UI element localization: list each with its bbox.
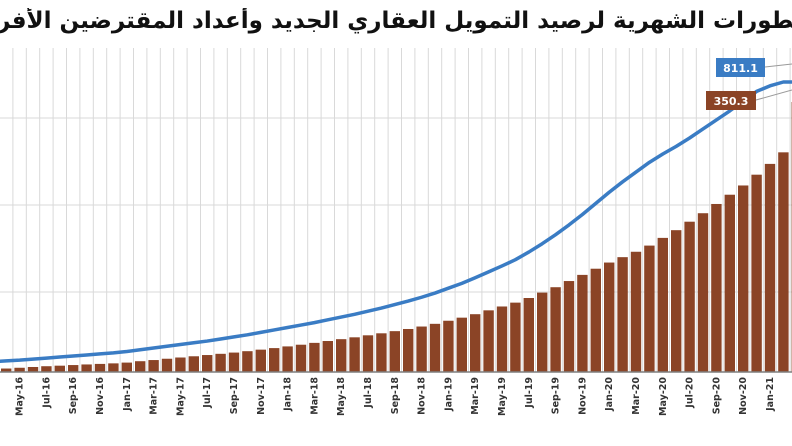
bar	[161, 358, 173, 372]
x-tick-label: Mar-17	[149, 377, 160, 415]
bar	[496, 306, 508, 372]
line-data-label-box	[716, 58, 765, 77]
bar	[537, 292, 548, 372]
bar	[510, 302, 521, 372]
x-tick-label: Jan-20	[604, 377, 615, 412]
bar	[456, 317, 467, 372]
x-tick-label: May-16	[15, 377, 26, 416]
bar	[403, 328, 414, 372]
bar	[389, 331, 400, 372]
bar	[523, 298, 534, 372]
bar	[295, 344, 307, 372]
bar	[349, 337, 360, 372]
x-tick-label: Jul-16	[41, 377, 52, 409]
bar	[81, 364, 92, 372]
x-tick-label: Jul-20	[685, 377, 696, 409]
x-tick-label: Nov-20	[738, 377, 749, 415]
x-tick-label: Sep-16	[68, 377, 79, 415]
bar	[470, 314, 481, 372]
bar	[269, 348, 280, 372]
x-tick-label: Sep-17	[229, 377, 240, 414]
leader-line	[755, 89, 792, 101]
bar	[68, 365, 79, 372]
x-tick-label: Nov-18	[417, 377, 428, 415]
bar	[242, 351, 253, 372]
bar	[644, 245, 655, 372]
x-tick-label: Mar-18	[309, 377, 320, 415]
x-tick-label: Nov-17	[256, 377, 267, 415]
bar	[697, 213, 709, 372]
bar	[778, 152, 789, 372]
bar	[617, 257, 628, 372]
x-tick-label: Sep-18	[390, 377, 401, 415]
x-tick-label: Nov-19	[577, 377, 588, 415]
bar	[362, 335, 374, 372]
bar	[657, 237, 668, 372]
x-tick-label: May-18	[336, 377, 347, 416]
bar	[336, 339, 347, 372]
bar	[376, 333, 387, 372]
x-tick-label: Jul-18	[363, 377, 374, 409]
bar	[764, 163, 776, 372]
bar	[671, 230, 682, 372]
bar	[175, 357, 186, 372]
bar	[604, 262, 615, 372]
bar	[684, 221, 695, 372]
x-tick-label: Sep-19	[551, 377, 562, 414]
x-tick-label: Nov-16	[95, 377, 106, 415]
bar	[416, 326, 427, 372]
bar	[202, 355, 213, 372]
bar	[215, 353, 226, 372]
bar	[135, 361, 146, 372]
chart-title: التطورات الشهرية لرصيد التمويل العقاري ا…	[0, 8, 792, 34]
bar	[228, 352, 240, 372]
bar	[590, 268, 601, 372]
bar	[108, 363, 119, 372]
bar	[577, 274, 588, 372]
leader-line	[764, 63, 792, 68]
bar	[429, 323, 441, 372]
line-data-label: 811.1	[723, 62, 758, 75]
bar	[27, 366, 39, 372]
bar	[322, 341, 333, 372]
bar	[724, 194, 735, 372]
bar	[121, 362, 132, 372]
x-tick-label: Mar-19	[470, 377, 481, 415]
bar	[94, 363, 106, 372]
x-tick-label: Jan-19	[443, 377, 454, 412]
x-tick-label: Jan-21	[765, 377, 776, 412]
x-tick-label: Jul-17	[202, 377, 213, 409]
bar	[255, 349, 266, 372]
x-tick-label: Sep-20	[711, 377, 722, 415]
bar	[630, 251, 642, 372]
bar	[41, 366, 52, 372]
x-tick-label: Jul-19	[524, 377, 535, 409]
bar	[443, 320, 454, 372]
bar	[309, 342, 320, 372]
bar	[54, 365, 65, 372]
grid	[0, 48, 792, 372]
bar	[188, 356, 199, 372]
x-tick-label: Jan-17	[122, 377, 133, 412]
bar	[711, 203, 722, 372]
bar	[148, 360, 159, 372]
x-tick-label: May-17	[175, 377, 186, 416]
bar	[738, 185, 749, 372]
x-tick-label: Mar-20	[631, 377, 642, 415]
bar	[1, 368, 12, 372]
bar-data-label-box	[706, 91, 756, 110]
x-tick-label: Jan-18	[283, 377, 294, 412]
bar	[282, 346, 293, 372]
x-tick-label: May-20	[658, 377, 669, 416]
line-series	[0, 80, 792, 363]
bar	[563, 281, 575, 372]
x-tick-label: May-19	[497, 377, 508, 416]
bar	[550, 287, 561, 372]
bar	[483, 310, 494, 372]
bar-data-label: 350.3	[714, 95, 749, 108]
bar	[14, 367, 25, 372]
bar	[751, 174, 762, 372]
